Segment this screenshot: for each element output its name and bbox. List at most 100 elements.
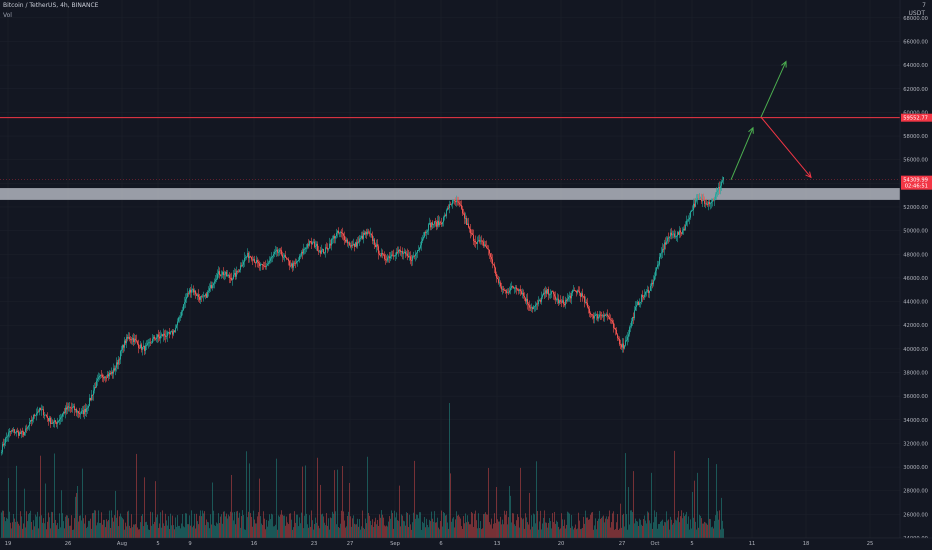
- volume-bar: [653, 522, 654, 538]
- volume-bar: [221, 514, 222, 538]
- volume-bar: [5, 521, 6, 538]
- candle-body: [283, 256, 284, 258]
- volume-bar: [120, 513, 121, 538]
- time-scale[interactable]: 19 26 Aug 5 9 16 23 27 Sep 6 13 20 27 Oct 5 11 18 25: [0, 537, 932, 550]
- candle-body: [300, 255, 301, 257]
- candle-body: [489, 249, 490, 254]
- price-tick-label: 56000.00: [903, 158, 928, 164]
- volume-bar: [712, 526, 713, 538]
- candle-body: [568, 297, 569, 299]
- price-tick-label: 66000.00: [903, 39, 928, 45]
- volume-bar: [691, 528, 692, 538]
- candle-body: [150, 342, 151, 344]
- volume-bar: [240, 527, 241, 538]
- candle-body: [29, 422, 30, 426]
- candle-body: [279, 249, 280, 253]
- volume-bar: [576, 529, 577, 538]
- volume-bar: [318, 525, 319, 538]
- candle-body: [386, 259, 387, 261]
- candle-body: [583, 296, 584, 298]
- candle-body: [574, 290, 575, 291]
- candle-body: [73, 406, 74, 408]
- candle-body: [590, 313, 591, 315]
- candle-body: [498, 279, 499, 283]
- candle-body: [487, 248, 488, 249]
- volume-bar: [369, 515, 370, 538]
- candle-body: [695, 199, 696, 207]
- candle-body: [92, 394, 93, 396]
- volume-bar: [237, 510, 238, 538]
- volume-indicator-label[interactable]: Vol: [3, 12, 12, 19]
- volume-bar: [490, 524, 491, 538]
- candle-body: [68, 406, 69, 408]
- volume-bar: [201, 516, 202, 538]
- candle-body: [561, 301, 562, 303]
- volume-bar: [44, 523, 45, 538]
- candle-body: [534, 306, 535, 308]
- candle-body: [384, 254, 385, 260]
- candle-body: [46, 414, 47, 417]
- volume-bar: [508, 517, 509, 538]
- volume-bar: [597, 520, 598, 538]
- candle-body: [436, 222, 437, 227]
- volume-bar: [160, 512, 161, 538]
- volume-bar: [99, 523, 100, 538]
- volume-bar: [389, 516, 390, 538]
- candle-body: [104, 376, 105, 379]
- volume-bar: [190, 525, 191, 538]
- candle-body: [584, 296, 585, 303]
- volume-bar: [510, 495, 511, 538]
- candle-body: [648, 289, 649, 294]
- volume-bar: [52, 512, 53, 538]
- candle-body: [471, 233, 472, 235]
- candle-body: [275, 251, 276, 253]
- volume-bar: [145, 522, 146, 538]
- candle-body: [667, 237, 668, 242]
- price-tick-label: 40000.00: [903, 347, 928, 353]
- candle-body: [441, 222, 442, 225]
- candle-body: [221, 274, 222, 276]
- candle-body: [472, 233, 473, 235]
- volume-bar: [519, 527, 520, 538]
- price-scale[interactable]: 68000.0066000.0064000.0062000.0060000.00…: [899, 0, 932, 550]
- candle-body: [647, 289, 648, 292]
- volume-bar: [56, 525, 57, 538]
- candle-body: [469, 227, 470, 229]
- volume-bar: [660, 521, 661, 538]
- candle-body: [564, 303, 565, 306]
- candle-body: [410, 256, 411, 261]
- volume-bar: [381, 510, 382, 538]
- volume-bar: [684, 516, 685, 538]
- volume-bar: [514, 524, 515, 538]
- volume-bar: [416, 514, 417, 538]
- candle-body: [517, 289, 518, 291]
- volume-bar: [59, 513, 60, 538]
- time-tick-label: Sep: [390, 541, 400, 547]
- resistance-price-label: 59552.77: [903, 116, 928, 122]
- candle-body: [22, 431, 23, 432]
- symbol-title[interactable]: Bitcoin / TetherUS, 4h, BINANCE: [3, 2, 99, 9]
- volume-bar: [698, 527, 699, 538]
- candle-body: [164, 333, 165, 336]
- candle-body: [378, 246, 379, 254]
- volume-bar: [456, 511, 457, 538]
- candle-body: [290, 265, 291, 267]
- candle-body: [190, 289, 191, 293]
- volume-bar: [269, 514, 270, 538]
- candle-body: [187, 293, 188, 298]
- volume-bar: [225, 516, 226, 538]
- candle-body: [432, 222, 433, 225]
- candle-body: [194, 290, 195, 293]
- volume-bar: [558, 526, 559, 538]
- candle-body: [82, 410, 83, 412]
- volume-bar: [292, 529, 293, 538]
- volume-bar: [669, 529, 670, 538]
- volume-bar: [436, 522, 437, 538]
- volume-bar: [397, 520, 398, 538]
- volume-bar: [189, 515, 190, 538]
- volume-bar: [112, 517, 113, 538]
- volume-bar: [104, 520, 105, 538]
- volume-bar: [125, 522, 126, 538]
